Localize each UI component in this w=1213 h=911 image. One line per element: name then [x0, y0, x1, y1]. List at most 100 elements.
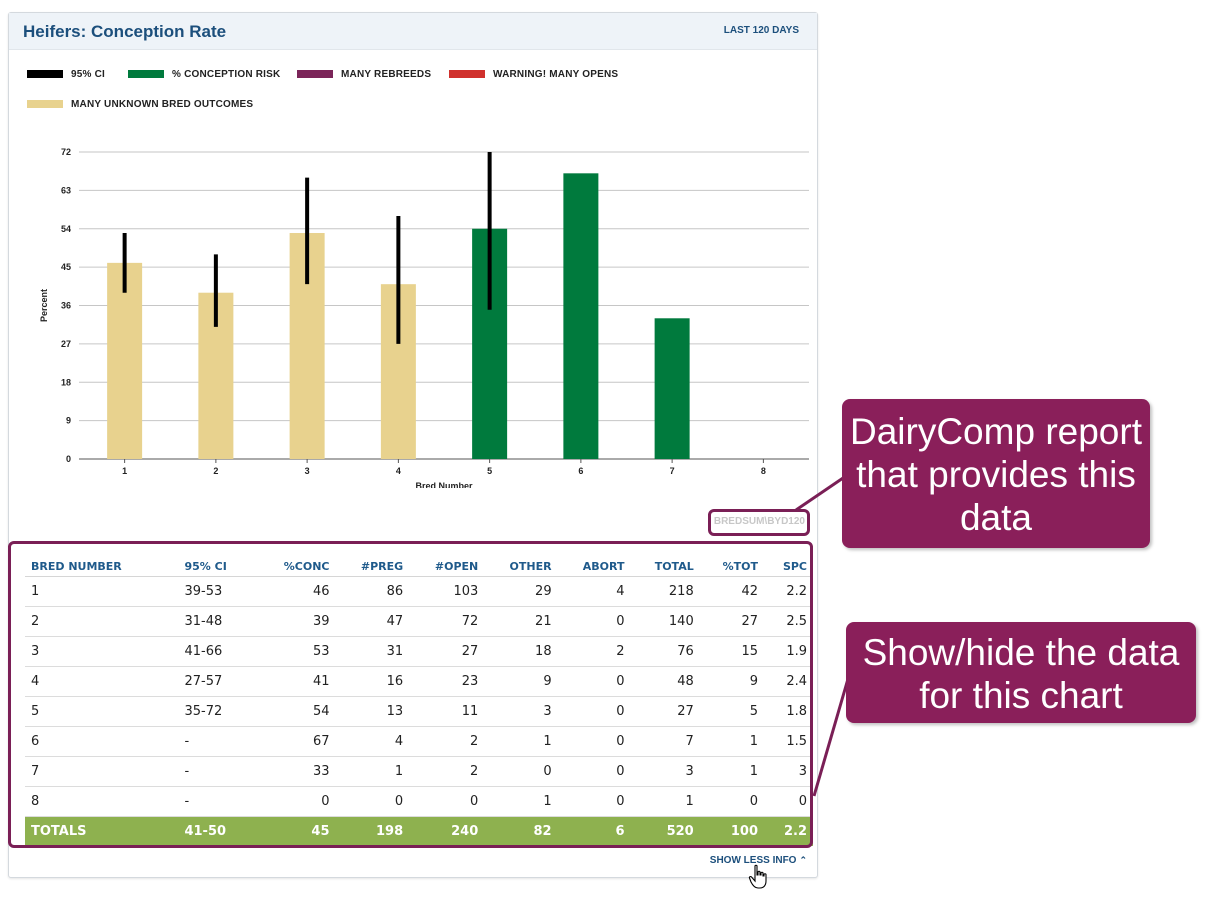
table-body: 1 39-53 46 86 103 29 4 218 42 2.2 2 31-48 39 47 72 21 0 1… [25, 576, 813, 846]
report-code-label: BREDSUM\BYD120 [713, 516, 805, 527]
table-cell: 16 [335, 666, 410, 697]
report-code-highlight-box [708, 509, 810, 536]
legend-swatch [27, 70, 63, 78]
show-less-info-button[interactable]: SHOW LESS INFO ⌃ [710, 855, 807, 866]
y-tick-label: 27 [61, 339, 71, 349]
table-cell: 1.5 [764, 726, 813, 757]
table-cell: 31 [335, 636, 410, 667]
column-header: OTHER [484, 556, 558, 577]
legend-label: MANY UNKNOWN BRED OUTCOMES [71, 98, 254, 110]
table-cell: 45 [257, 816, 336, 846]
table-cell: 4 [557, 576, 631, 607]
table-cell: 13 [335, 696, 410, 727]
chevron-up-icon: ⌃ [799, 855, 807, 865]
x-tick-label: 2 [213, 466, 218, 476]
column-header: BRED NUMBER [25, 556, 165, 577]
table-cell: 2.5 [764, 606, 813, 637]
totals-row: TOTALS 41-50 45 198 240 82 6 520 100 2.2 [25, 816, 813, 846]
date-range-button[interactable]: LAST 120 DAYS [723, 25, 799, 36]
table-cell: 1 [699, 726, 765, 757]
legend-item-ci: 95% CI [27, 67, 105, 81]
column-header: ABORT [557, 556, 631, 577]
table-cell: 9 [699, 666, 765, 697]
column-header: #OPEN [409, 556, 485, 577]
table-cell: 0 [409, 786, 485, 817]
table-cell: 27-57 [164, 666, 258, 697]
legend-swatch [297, 70, 333, 78]
bar [563, 173, 599, 459]
table-cell: 1.8 [764, 696, 813, 727]
legend-item-unknown-outcomes: MANY UNKNOWN BRED OUTCOMES [27, 97, 253, 111]
table-cell: 41-66 [164, 636, 258, 667]
data-table-section: BRED NUMBER 95% CI %CONC #PREG #OPEN OTHER ABO… [16, 543, 813, 852]
table-cell: 0 [484, 756, 558, 787]
table-cell: 72 [409, 606, 485, 637]
y-tick-label: 36 [61, 301, 71, 311]
table-cell: 0 [557, 726, 631, 757]
table-cell: TOTALS [25, 816, 165, 846]
table-cell: 2.2 [764, 576, 813, 607]
table-cell: 29 [484, 576, 558, 607]
x-tick-label: 7 [670, 466, 675, 476]
table-cell: 0 [557, 696, 631, 727]
table-cell: 2 [557, 636, 631, 667]
table-header-row: BRED NUMBER 95% CI %CONC #PREG #OPEN OTHER ABO… [25, 556, 813, 577]
legend-swatch [128, 70, 164, 78]
table-cell: 3 [630, 756, 700, 787]
table-cell: - [164, 786, 258, 817]
y-tick-label: 72 [61, 147, 71, 157]
table-row: 1 39-53 46 86 103 29 4 218 42 2.2 [25, 576, 813, 607]
table-cell: 47 [335, 606, 410, 637]
table-cell: 4 [335, 726, 410, 757]
table-cell: 2 [25, 606, 165, 637]
table-cell: 0 [557, 756, 631, 787]
table-cell: 0 [557, 786, 631, 817]
x-tick-label: 1 [122, 466, 127, 476]
table-cell: 76 [630, 636, 700, 667]
report-callout: DairyComp report that provides this data [842, 399, 1150, 548]
table-cell: 54 [257, 696, 336, 727]
table-cell: 1 [699, 756, 765, 787]
table-cell: 2.2 [764, 816, 813, 846]
table-row: 5 35-72 54 13 11 3 0 27 5 1.8 [25, 696, 813, 727]
table-cell: 6 [557, 816, 631, 846]
panel-header: Heifers: Conception Rate LAST 120 DAYS [9, 13, 817, 50]
legend-item-many-opens: WARNING! MANY OPENS [449, 67, 618, 81]
table-cell: 240 [409, 816, 485, 846]
legend-swatch [27, 100, 63, 108]
table-cell: 1 [335, 756, 410, 787]
table-cell: 0 [557, 666, 631, 697]
table-cell: 15 [699, 636, 765, 667]
x-tick-label: 3 [305, 466, 310, 476]
show-less-label: SHOW LESS INFO [709, 855, 797, 866]
column-header: #PREG [335, 556, 410, 577]
table-cell: 5 [25, 696, 165, 727]
legend-item-many-rebreeds: MANY REBREEDS [297, 67, 431, 81]
table-highlight-box [8, 541, 813, 848]
column-header: 95% CI [164, 556, 258, 577]
x-tick-label: 6 [578, 466, 583, 476]
table-cell: 0 [764, 786, 813, 817]
toggle-callout-connector [812, 671, 852, 797]
table-cell: 35-72 [164, 696, 258, 727]
table-cell: 7 [25, 756, 165, 787]
table-cell: 8 [25, 786, 165, 817]
table-cell: 5 [699, 696, 765, 727]
table-cell: 31-48 [164, 606, 258, 637]
table-cell: 53 [257, 636, 336, 667]
table-cell: 7 [630, 726, 700, 757]
column-header: %CONC [257, 556, 336, 577]
table-cell: 4 [25, 666, 165, 697]
table-cell: 0 [557, 606, 631, 637]
table-cell: 100 [699, 816, 765, 846]
data-table: BRED NUMBER 95% CI %CONC #PREG #OPEN OTHER ABO… [25, 556, 813, 846]
x-axis-label: Bred Number [415, 481, 473, 488]
column-header: SPC [764, 556, 813, 577]
table-cell: 41-50 [164, 816, 258, 846]
table-cell: 2.4 [764, 666, 813, 697]
table-cell: 48 [630, 666, 700, 697]
table-cell: 23 [409, 666, 485, 697]
